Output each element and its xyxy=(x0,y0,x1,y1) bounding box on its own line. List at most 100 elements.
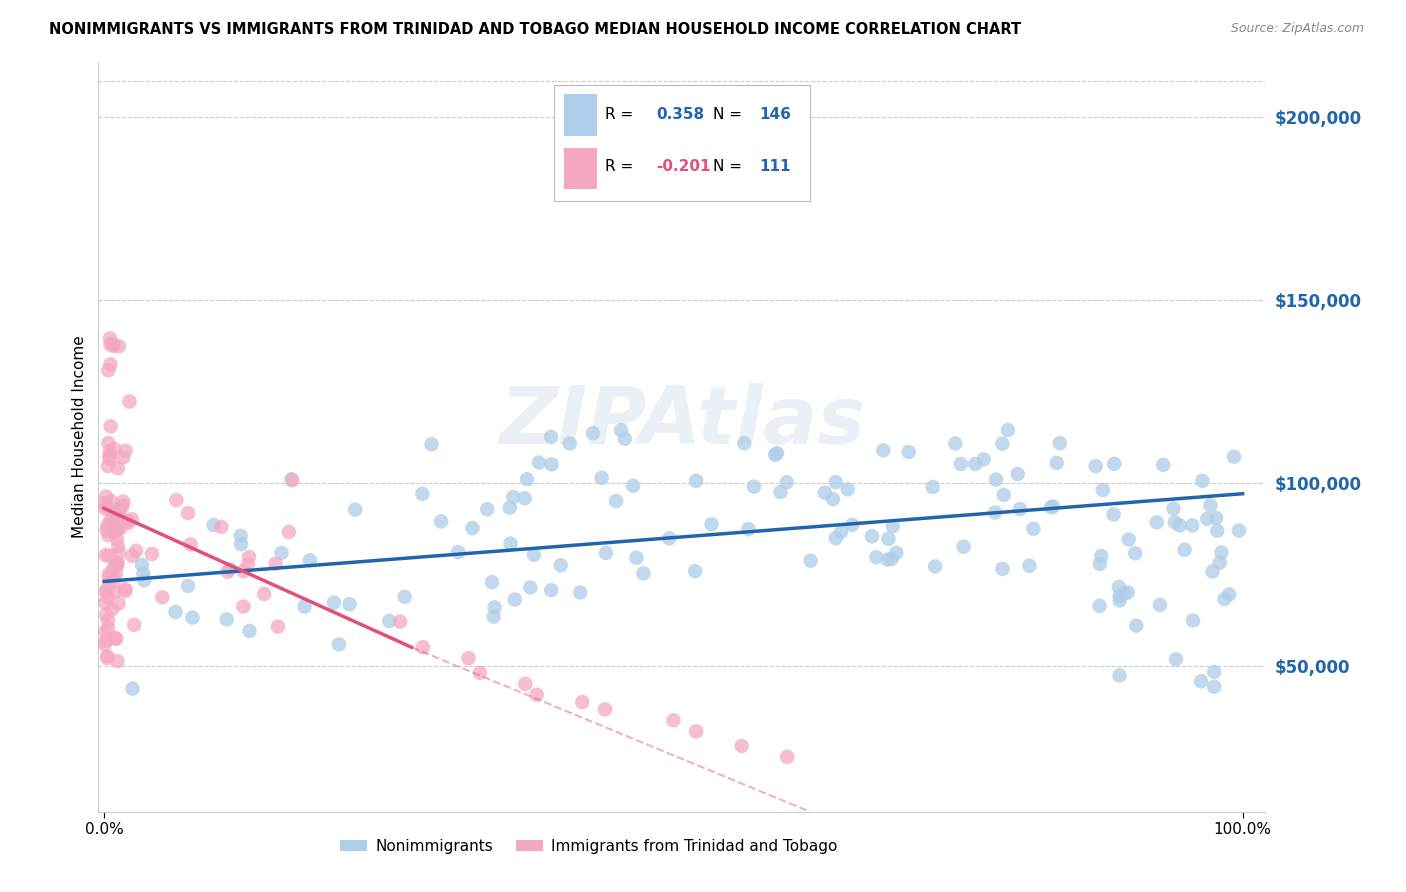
Point xyxy=(626,550,648,565)
Point xyxy=(558,436,581,450)
Point xyxy=(482,609,505,624)
Point xyxy=(613,432,636,446)
Point xyxy=(1206,524,1229,538)
Point xyxy=(860,529,883,543)
Point xyxy=(94,637,117,651)
Point xyxy=(865,550,887,565)
Text: Source: ZipAtlas.com: Source: ZipAtlas.com xyxy=(1230,22,1364,36)
Point xyxy=(1125,618,1147,632)
Point xyxy=(499,536,522,550)
Text: ZIPAtlas: ZIPAtlas xyxy=(499,383,865,461)
Point xyxy=(502,490,524,504)
Point xyxy=(1182,614,1205,628)
Point xyxy=(595,546,617,560)
Point xyxy=(1164,652,1187,666)
Point xyxy=(685,724,707,739)
Point xyxy=(683,564,706,578)
Point xyxy=(1102,508,1125,522)
Point xyxy=(165,493,187,508)
Point xyxy=(267,619,290,633)
Point xyxy=(837,482,859,496)
Point xyxy=(100,358,122,372)
Point xyxy=(658,531,681,545)
Point xyxy=(1007,467,1029,481)
Point xyxy=(1018,558,1040,573)
Point xyxy=(1084,459,1107,474)
Point xyxy=(114,443,136,458)
Point xyxy=(991,436,1014,450)
Point xyxy=(344,502,367,516)
Point xyxy=(1040,500,1063,515)
Point xyxy=(897,445,920,459)
Point xyxy=(112,450,135,465)
Point xyxy=(97,500,120,515)
Point xyxy=(882,519,904,533)
Point xyxy=(294,599,316,614)
Point xyxy=(1108,668,1130,682)
Point xyxy=(515,677,537,691)
Point xyxy=(503,592,526,607)
Point xyxy=(733,436,755,450)
Point xyxy=(965,457,987,471)
Point xyxy=(103,561,125,575)
Legend: Nonimmigrants, Immigrants from Trinidad and Tobago: Nonimmigrants, Immigrants from Trinidad … xyxy=(333,833,844,860)
Point xyxy=(105,523,128,537)
Point xyxy=(742,480,765,494)
Point xyxy=(97,436,120,450)
Point xyxy=(96,582,118,596)
Point xyxy=(952,540,974,554)
Point xyxy=(96,590,118,604)
Point xyxy=(96,649,118,664)
Point xyxy=(1204,665,1226,679)
Point xyxy=(921,480,943,494)
Point xyxy=(238,549,260,564)
Point xyxy=(270,546,292,560)
Point xyxy=(202,518,225,533)
Point xyxy=(105,555,128,569)
Point xyxy=(700,517,723,532)
Point xyxy=(236,558,259,572)
Point xyxy=(105,558,128,572)
Point xyxy=(98,549,121,563)
Point xyxy=(516,472,538,486)
Point xyxy=(94,584,117,599)
Point xyxy=(519,581,541,595)
Point xyxy=(107,597,129,611)
Point xyxy=(98,444,121,458)
Point xyxy=(177,506,200,520)
Point xyxy=(94,548,117,562)
Point xyxy=(461,521,484,535)
Point xyxy=(98,337,121,351)
Point xyxy=(150,591,173,605)
Point xyxy=(339,597,361,611)
Point xyxy=(117,516,139,530)
Point xyxy=(685,474,707,488)
Point xyxy=(103,339,125,353)
Point xyxy=(484,600,506,615)
Point xyxy=(232,564,254,578)
Point xyxy=(824,531,846,545)
Point xyxy=(118,394,141,409)
Point xyxy=(884,546,907,560)
Point xyxy=(121,549,143,563)
Point xyxy=(527,455,550,469)
Point xyxy=(98,331,121,345)
Point xyxy=(1152,458,1174,472)
Point xyxy=(949,457,972,471)
Point xyxy=(1213,592,1236,607)
Point xyxy=(108,339,131,353)
Point xyxy=(96,518,118,533)
Point xyxy=(209,520,232,534)
Point xyxy=(1108,580,1130,594)
Point xyxy=(523,548,546,562)
Point xyxy=(97,528,120,542)
Point xyxy=(800,554,823,568)
Point xyxy=(98,449,121,463)
Point xyxy=(101,569,124,583)
Point xyxy=(280,472,302,486)
Point xyxy=(110,521,132,535)
Point xyxy=(98,570,121,584)
Point xyxy=(103,442,125,456)
Point xyxy=(1090,549,1112,563)
Point xyxy=(1112,586,1135,600)
